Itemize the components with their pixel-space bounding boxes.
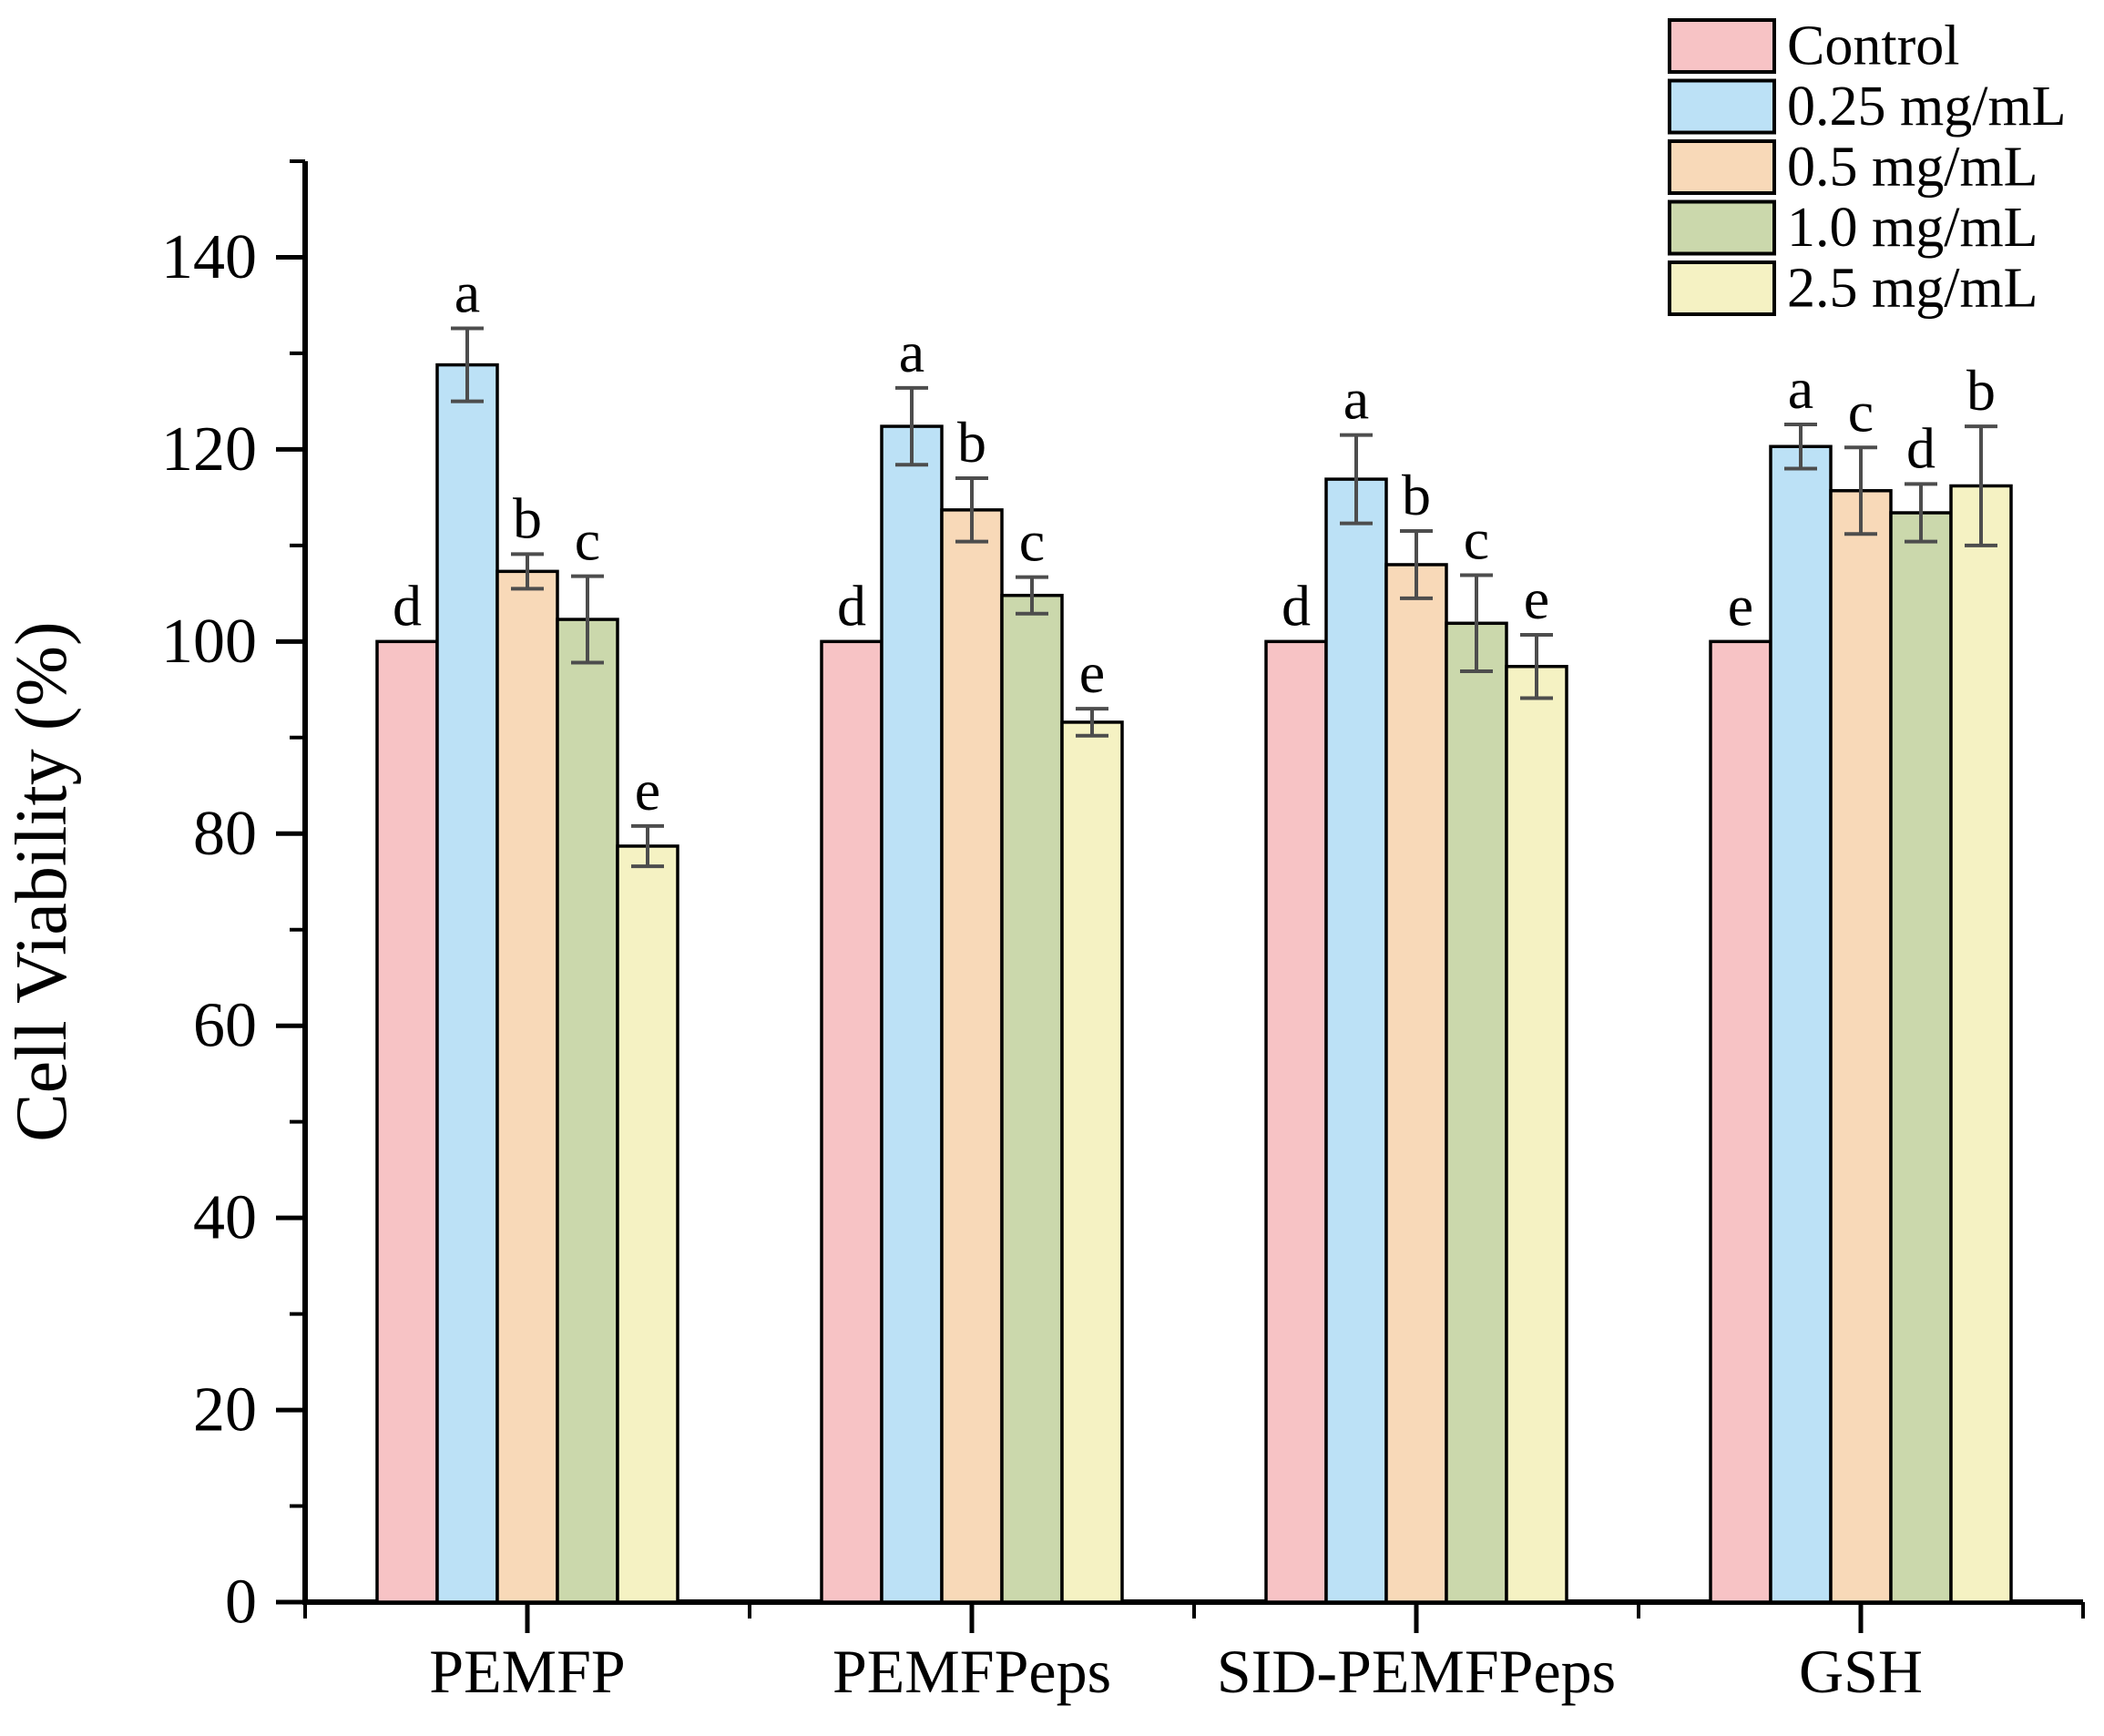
sig-letter: b (1402, 463, 1431, 527)
sig-letter: c (1848, 379, 1874, 444)
x-category-label: PEMFPeps (832, 1637, 1111, 1706)
sig-letter: e (1079, 640, 1105, 705)
y-tick-label: 20 (193, 1375, 257, 1445)
bar (1769, 444, 1833, 1604)
y-tick-label: 100 (161, 607, 257, 677)
legend-label: 2.5 mg/mL (1787, 258, 2038, 320)
sig-letter: b (957, 410, 986, 475)
legend-label: 0.5 mg/mL (1787, 137, 2038, 199)
bar (1324, 477, 1388, 1604)
bar (1505, 665, 1568, 1604)
legend-swatch (1668, 18, 1776, 74)
x-category-label: SID-PEMFPeps (1217, 1637, 1616, 1706)
bar (1709, 639, 1772, 1604)
bar (495, 569, 559, 1604)
sig-letter: c (575, 508, 600, 573)
sig-letter: d (1906, 415, 1935, 480)
sig-letter: d (837, 573, 866, 638)
bar (1000, 593, 1064, 1604)
y-tick-label: 80 (193, 799, 257, 869)
bar (616, 844, 679, 1604)
legend-label: 0.25 mg/mL (1787, 76, 2067, 138)
sig-letter: a (455, 260, 480, 325)
sig-letter: c (1464, 507, 1489, 572)
y-axis-title: Cell Viability (%) (2, 621, 82, 1141)
sig-letter: b (513, 485, 542, 550)
sig-letter: d (1282, 573, 1311, 638)
sig-letter: e (1728, 573, 1753, 638)
legend-label: Control (1787, 15, 1959, 77)
legend-swatch (1668, 139, 1776, 195)
bar (1829, 489, 1893, 1604)
legend-swatch (1668, 78, 1776, 135)
x-category-label: GSH (1799, 1637, 1923, 1706)
x-category-label: PEMFP (429, 1637, 625, 1706)
bar (820, 639, 883, 1604)
y-tick-label: 60 (193, 991, 257, 1061)
bar (375, 639, 439, 1604)
legend-swatch (1668, 260, 1776, 316)
sig-letter: c (1019, 509, 1045, 574)
bar (435, 363, 499, 1604)
bar (1949, 484, 2013, 1604)
bar (556, 618, 619, 1604)
bar (1889, 511, 1953, 1604)
sig-letter: d (393, 573, 422, 638)
sig-letter: a (1343, 367, 1369, 432)
y-tick-label: 0 (225, 1568, 257, 1638)
legend-swatch (1668, 199, 1776, 256)
sig-letter: a (899, 320, 924, 384)
sig-letter: e (635, 758, 660, 822)
bar (1384, 563, 1448, 1604)
sig-letter: a (1788, 356, 1813, 421)
bar (1264, 639, 1328, 1604)
bar (1060, 720, 1124, 1604)
y-tick-label: 40 (193, 1183, 257, 1253)
sig-letter: e (1524, 567, 1549, 631)
y-tick-label: 120 (161, 414, 257, 485)
bar (940, 508, 1004, 1604)
y-tick-label: 140 (161, 222, 257, 292)
bar (1445, 621, 1508, 1604)
legend-label: 1.0 mg/mL (1787, 197, 2038, 259)
sig-letter: b (1966, 358, 1996, 423)
bar (880, 424, 944, 1604)
